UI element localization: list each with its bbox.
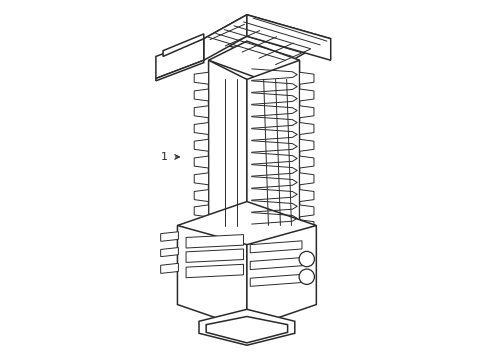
Polygon shape <box>177 225 246 328</box>
Polygon shape <box>299 173 313 185</box>
Polygon shape <box>246 225 316 328</box>
Polygon shape <box>206 316 287 343</box>
Polygon shape <box>203 15 246 60</box>
Polygon shape <box>194 89 208 101</box>
Polygon shape <box>246 15 330 60</box>
Polygon shape <box>208 60 246 245</box>
Polygon shape <box>299 139 313 151</box>
Polygon shape <box>250 274 302 286</box>
Polygon shape <box>199 309 294 345</box>
Polygon shape <box>161 248 178 257</box>
Polygon shape <box>299 205 313 217</box>
Polygon shape <box>299 220 313 232</box>
Polygon shape <box>194 106 208 118</box>
Polygon shape <box>161 232 178 241</box>
Polygon shape <box>194 122 208 135</box>
Polygon shape <box>250 241 302 253</box>
Polygon shape <box>299 89 313 101</box>
Polygon shape <box>299 190 313 202</box>
Polygon shape <box>203 15 330 63</box>
Polygon shape <box>186 249 243 262</box>
Circle shape <box>299 251 314 267</box>
Polygon shape <box>194 173 208 185</box>
Polygon shape <box>186 235 243 248</box>
Polygon shape <box>250 258 302 270</box>
Polygon shape <box>299 122 313 135</box>
Polygon shape <box>299 72 313 84</box>
Polygon shape <box>177 202 316 249</box>
Polygon shape <box>299 106 313 118</box>
Polygon shape <box>194 220 208 232</box>
Polygon shape <box>194 72 208 84</box>
Polygon shape <box>156 39 203 78</box>
Polygon shape <box>186 264 243 278</box>
Polygon shape <box>194 156 208 168</box>
Polygon shape <box>194 190 208 202</box>
Text: 1: 1 <box>161 152 167 162</box>
Circle shape <box>299 269 314 284</box>
Polygon shape <box>194 139 208 151</box>
Polygon shape <box>246 60 299 245</box>
Polygon shape <box>194 205 208 217</box>
Polygon shape <box>156 60 203 81</box>
Polygon shape <box>161 264 178 273</box>
Polygon shape <box>208 41 299 80</box>
Polygon shape <box>299 156 313 168</box>
Polygon shape <box>163 34 203 57</box>
